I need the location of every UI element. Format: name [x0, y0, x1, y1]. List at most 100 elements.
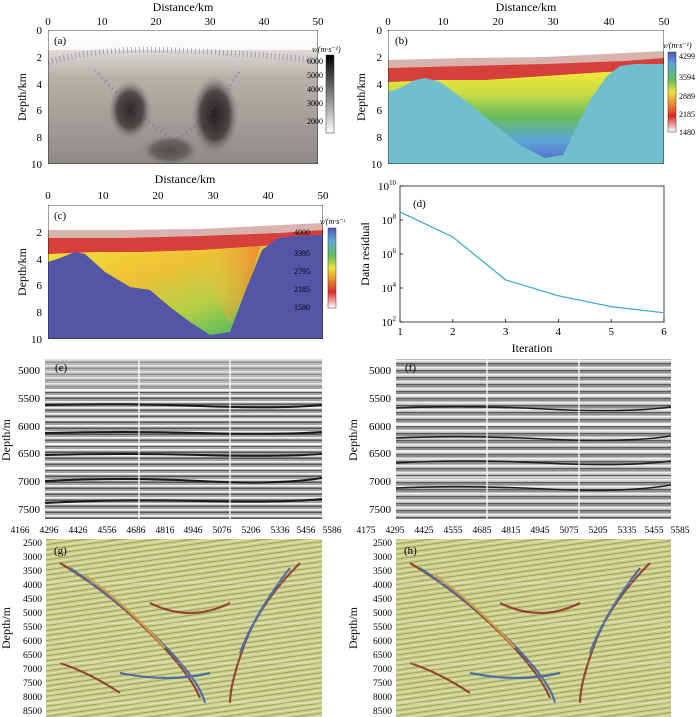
- panel-c-xticks: 0 10 20 30 40 50: [45, 190, 329, 202]
- panel-d-xtick-label: 1: [397, 326, 403, 338]
- panel-g-xticks: 4166 4296 4426 4556 4686 4816 4946 5076 …: [11, 526, 342, 536]
- svg-text:20: 20: [153, 190, 165, 202]
- panel-b-xlabel: Distance/km: [496, 0, 557, 14]
- svg-text:6000: 6000: [23, 637, 42, 647]
- svg-text:6000: 6000: [307, 57, 323, 66]
- svg-text:6: 6: [37, 105, 43, 117]
- svg-text:6000: 6000: [373, 637, 392, 647]
- panel-d-residual-chart: (d) 1 2 3 4 5 6 1010 108 106 104 102 Iteration Da…: [358, 179, 667, 355]
- panel-h-xticks: 4175 4295 4425 4555 4685 4815 4945 5075 …: [357, 526, 690, 536]
- panel-d-ytick-label: 1010: [378, 179, 397, 193]
- svg-text:50: 50: [659, 16, 671, 28]
- svg-text:8000: 8000: [23, 693, 42, 703]
- panel-d-xtick-label: 6: [661, 326, 667, 338]
- panel-f-ylabel: Depth/m: [346, 418, 360, 461]
- svg-text:0: 0: [385, 16, 391, 28]
- svg-text:7500: 7500: [18, 504, 41, 516]
- panel-d-data-point: [663, 312, 665, 314]
- panel-d-xticks: 1 2 3 4 5 6: [397, 319, 667, 338]
- svg-text:1580: 1580: [294, 303, 310, 312]
- panel-c-colorbar-ticks: 4000 3395 2795 2185 1580: [294, 228, 310, 312]
- panel-h-ylabel: Depth/m: [346, 606, 360, 649]
- svg-text:8: 8: [377, 132, 383, 144]
- svg-text:7000: 7000: [18, 476, 41, 488]
- panel-a-yticks: 0 2 4 6 8 10: [31, 25, 43, 171]
- svg-text:2795: 2795: [294, 267, 310, 276]
- svg-text:40: 40: [263, 190, 275, 202]
- svg-text:20: 20: [493, 16, 505, 28]
- svg-text:30: 30: [548, 16, 560, 28]
- panel-a-colorbar-ticks: 6000 5000 4000 3000 2000: [307, 57, 323, 126]
- svg-text:4000: 4000: [294, 228, 310, 237]
- svg-text:4000: 4000: [307, 85, 323, 94]
- panel-b-ylabel: Depth/km: [354, 72, 368, 121]
- panel-d-data-point: [399, 211, 401, 213]
- svg-text:7500: 7500: [23, 679, 42, 689]
- svg-text:2: 2: [37, 227, 43, 239]
- panel-e-image: [45, 359, 322, 519]
- svg-text:3395: 3395: [294, 249, 310, 258]
- svg-text:5000: 5000: [23, 609, 42, 619]
- svg-text:4686: 4686: [127, 526, 146, 536]
- svg-text:7500: 7500: [369, 504, 392, 516]
- svg-text:8000: 8000: [373, 693, 392, 703]
- panel-c-colorbar: [327, 227, 337, 309]
- panel-a-colorbar: [325, 54, 335, 134]
- svg-text:10: 10: [438, 16, 450, 28]
- svg-text:2000: 2000: [307, 117, 323, 126]
- svg-text:10: 10: [31, 334, 43, 346]
- panel-g-image: [46, 539, 322, 717]
- panel-a-xlabel: Distance/km: [153, 0, 214, 14]
- panel-g-migrated-image: 4166 4296 4426 4556 4686 4816 4946 5076 …: [0, 526, 342, 717]
- svg-text:4555: 4555: [444, 526, 463, 536]
- panel-d-residual-line: [399, 211, 665, 314]
- svg-text:4000: 4000: [23, 581, 42, 591]
- svg-text:1480: 1480: [679, 128, 695, 137]
- svg-text:3000: 3000: [23, 553, 42, 563]
- panel-a-velocity-model: Distance/km 0 10 20 30 40 50 0 2 4 6 8 1…: [15, 0, 341, 171]
- svg-text:4: 4: [377, 79, 383, 91]
- panel-d-xtick-label: 2: [450, 326, 456, 338]
- panel-a-label: (a): [54, 35, 67, 47]
- panel-e-label: (e): [55, 362, 68, 374]
- svg-text:4500: 4500: [23, 595, 42, 605]
- panel-c-ylabel: Depth/km: [15, 247, 29, 296]
- panel-d-ytick-label: 102: [382, 315, 397, 329]
- svg-text:4815: 4815: [502, 526, 521, 536]
- svg-text:40: 40: [604, 16, 616, 28]
- panel-d-ytick-label: 104: [382, 281, 397, 295]
- panel-b-colorbar-title: v/(m·s⁻¹): [663, 41, 692, 50]
- panel-d-points: [399, 211, 665, 314]
- svg-text:5335: 5335: [618, 526, 637, 536]
- svg-text:4685: 4685: [473, 526, 492, 536]
- svg-text:6500: 6500: [369, 448, 392, 460]
- panel-h-image: [396, 539, 671, 717]
- svg-text:3000: 3000: [373, 553, 392, 563]
- svg-text:3000: 3000: [307, 99, 323, 108]
- svg-text:4: 4: [37, 254, 43, 266]
- panel-f-seismic-section: (f) 5000 5500 6000 6500 7000 7500 Depth/…: [346, 359, 671, 519]
- svg-text:5000: 5000: [373, 609, 392, 619]
- svg-text:4175: 4175: [357, 526, 376, 536]
- svg-text:5076: 5076: [213, 526, 232, 536]
- svg-text:0: 0: [45, 190, 51, 202]
- svg-text:0: 0: [37, 25, 43, 37]
- svg-text:6000: 6000: [369, 421, 392, 433]
- svg-text:8: 8: [37, 132, 43, 144]
- svg-text:4946: 4946: [184, 526, 203, 536]
- svg-text:5075: 5075: [560, 526, 579, 536]
- panel-d-xtick-label: 4: [556, 326, 562, 338]
- panel-f-label: (f): [405, 362, 416, 374]
- panel-d-xtick-label: 5: [608, 326, 614, 338]
- svg-text:30: 30: [205, 16, 217, 28]
- panel-h-migrated-image: 4175 4295 4425 4555 4685 4815 4945 5075 …: [346, 526, 690, 717]
- svg-text:7000: 7000: [369, 476, 392, 488]
- svg-text:5336: 5336: [271, 526, 290, 536]
- panel-a-xticks: 0 10 20 30 40 50: [45, 16, 324, 28]
- panel-c-yticks: 2 4 6 8 10: [31, 227, 43, 346]
- panel-c-velocity-model: Distance/km 0 10 20 30 40 50 2 4 6 8 10 …: [15, 172, 345, 346]
- svg-text:8: 8: [37, 307, 43, 319]
- panel-f-image: [396, 359, 671, 519]
- svg-text:5000: 5000: [18, 365, 41, 377]
- panel-g-label: (g): [54, 545, 67, 557]
